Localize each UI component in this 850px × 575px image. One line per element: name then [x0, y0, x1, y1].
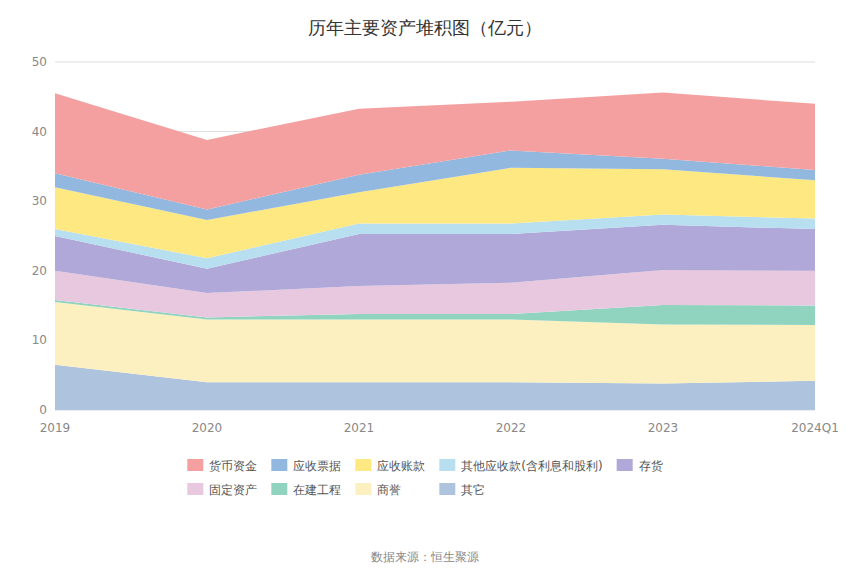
legend-label: 货币资金 [209, 459, 257, 473]
legend-label: 应收账款 [377, 459, 425, 473]
x-tick-label: 2023 [648, 421, 679, 435]
legend-item: 其他应收款(含利息和股利) [439, 459, 602, 473]
area [55, 93, 815, 210]
grid [55, 62, 815, 410]
x-tick-label: 2024Q1 [791, 421, 839, 435]
annotation: 数据来源：恒生聚源 [371, 550, 479, 564]
legend-item: 其它 [439, 483, 485, 497]
legend-label: 其它 [461, 483, 485, 497]
legend-swatch [439, 483, 455, 495]
legend-item: 货币资金 [187, 459, 257, 473]
legend-label: 存货 [639, 459, 663, 473]
legend-swatch [271, 483, 287, 495]
x-tick-label: 2019 [40, 421, 71, 435]
legend-label: 在建工程 [293, 483, 341, 497]
y-tick-label: 0 [39, 403, 47, 417]
legend-item: 在建工程 [271, 483, 341, 497]
y-tick-label: 20 [32, 264, 47, 278]
title: 历年主要资产堆积图（亿元） [308, 17, 542, 38]
legend-item: 固定资产 [187, 483, 257, 497]
legend-label: 固定资产 [209, 483, 257, 497]
legend-swatch [617, 459, 633, 471]
y-tick-label: 50 [32, 55, 47, 69]
legend-label: 应收票据 [293, 459, 341, 473]
legend-label: 商誉 [377, 483, 401, 497]
legend-item: 应收票据 [271, 459, 341, 473]
legend: 货币资金 应收票据 应收账款 其他应收款(含利息和股利) 存货固定资产 在建工程 商誉 其它 [187, 459, 662, 497]
chart: 历年主要资产堆积图（亿元） 0 10 20 30 40 50 2019 2020 2021 2022… [0, 0, 850, 575]
legend-item: 应收账款 [355, 459, 425, 473]
legend-swatch [271, 459, 287, 471]
x-tick-label: 2022 [496, 421, 527, 435]
legend-swatch [355, 459, 371, 471]
x-tick-label: 2020 [192, 421, 223, 435]
y-tick-label: 30 [32, 194, 47, 208]
legend-item: 商誉 [355, 483, 401, 497]
y-tick-label: 40 [32, 125, 47, 139]
legend-label: 其他应收款(含利息和股利) [461, 459, 602, 473]
x-tick-label: 2021 [344, 421, 375, 435]
legend-swatch [187, 483, 203, 495]
legend-item: 存货 [617, 459, 663, 473]
y-tick-label: 10 [32, 333, 47, 347]
legend-swatch [355, 483, 371, 495]
legend-swatch [187, 459, 203, 471]
grid-line [55, 62, 815, 63]
legend-swatch [439, 459, 455, 471]
areas [55, 93, 815, 410]
